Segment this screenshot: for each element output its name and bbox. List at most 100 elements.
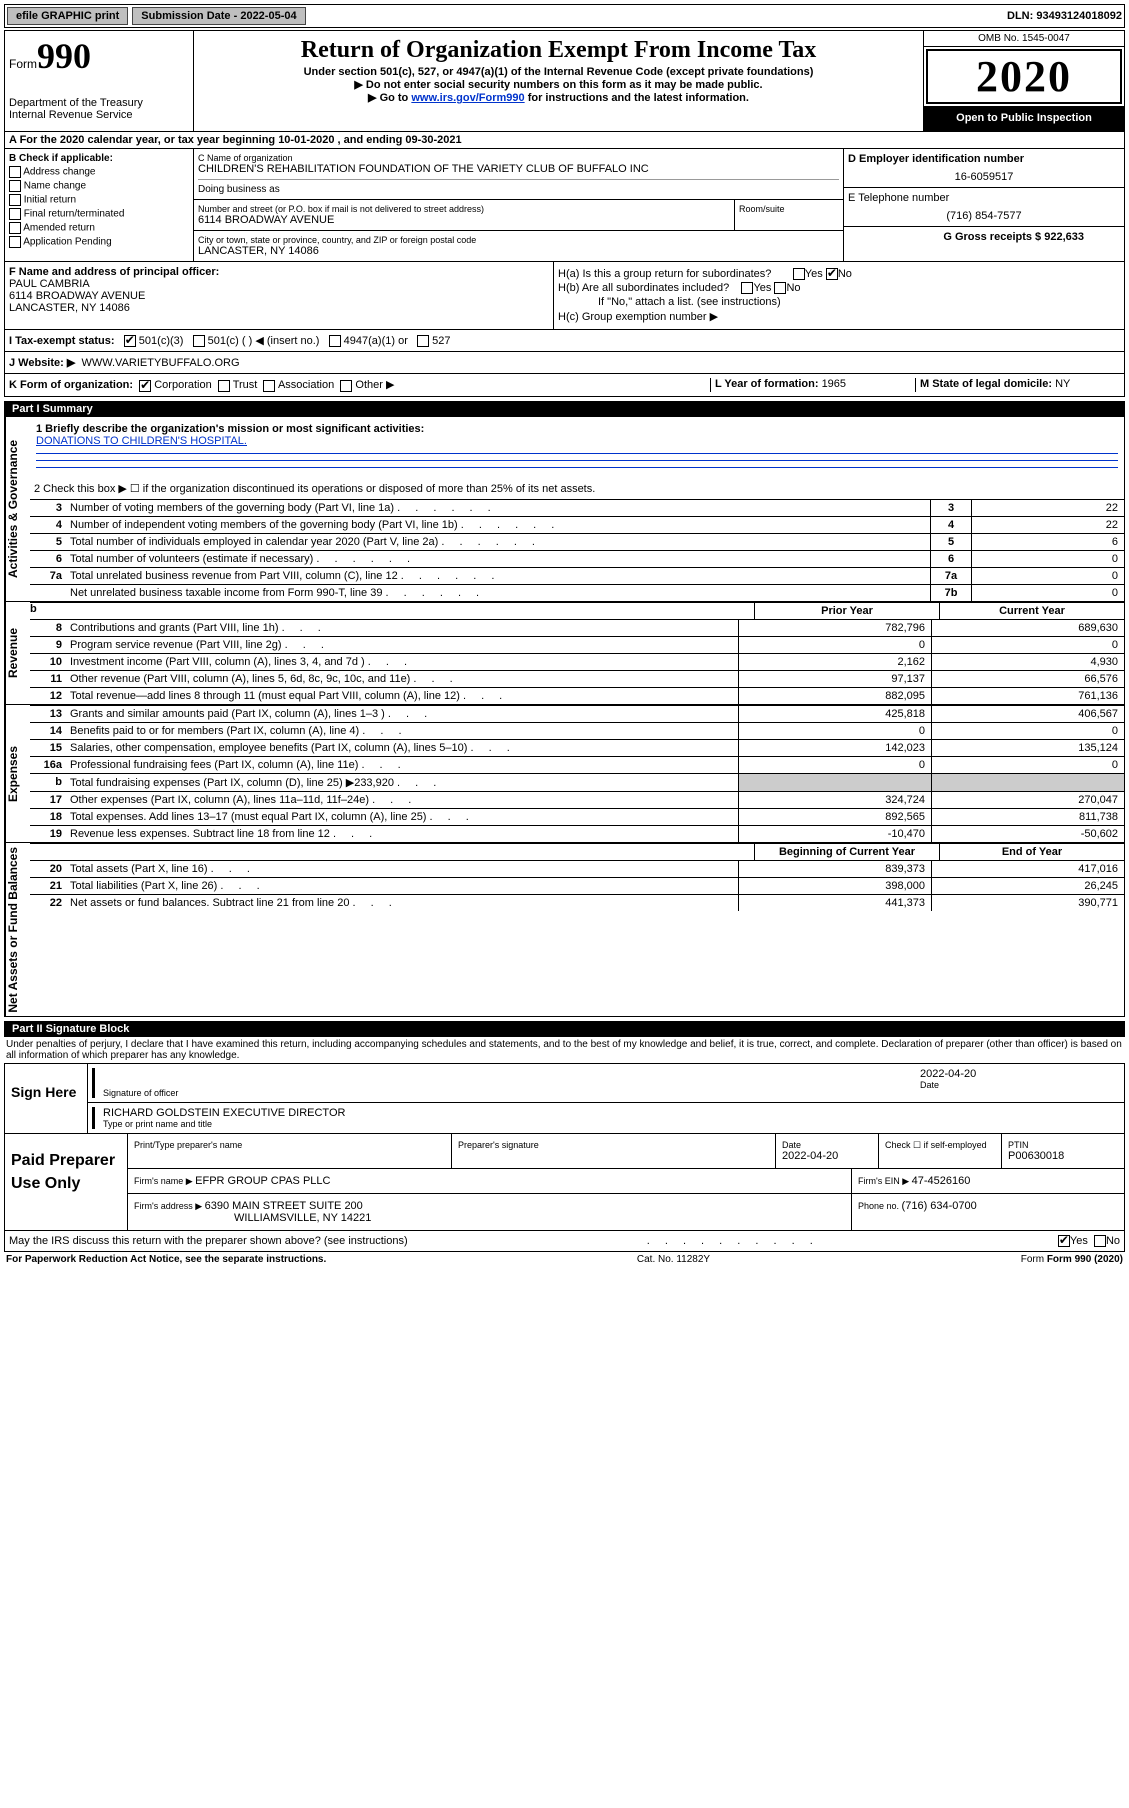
dln-label: DLN: bbox=[1007, 10, 1036, 22]
net-row-1: 21Total liabilities (Part X, line 26) . … bbox=[30, 877, 1124, 894]
gov-v-4: 0 bbox=[971, 568, 1124, 584]
rev-c-2: 4,930 bbox=[931, 654, 1124, 670]
501c3-checkbox[interactable] bbox=[124, 335, 136, 347]
k-state: M State of legal domicile: NY bbox=[915, 378, 1120, 391]
rev-n-2: 10 bbox=[30, 654, 66, 670]
discuss-no-checkbox[interactable] bbox=[1094, 1235, 1106, 1247]
subtitle-2: ▶ Do not enter social security numbers o… bbox=[198, 78, 919, 91]
sig-row-2: RICHARD GOLDSTEIN EXECUTIVE DIRECTOR Typ… bbox=[88, 1103, 1124, 1133]
assoc-checkbox[interactable] bbox=[263, 380, 275, 392]
gov-c-1: 4 bbox=[930, 517, 971, 533]
paid-preparer-block: Paid Preparer Use Only Print/Type prepar… bbox=[4, 1134, 1125, 1231]
revenue-section: Revenue b Prior Year Current Year 8Contr… bbox=[4, 602, 1125, 705]
city-label: City or town, state or province, country… bbox=[198, 235, 839, 245]
exp-c-7: -50,602 bbox=[931, 826, 1124, 842]
sig-date: 2022-04-20 bbox=[920, 1068, 1120, 1080]
section-f: F Name and address of principal officer:… bbox=[5, 262, 554, 329]
street-cell: Number and street (or P.O. box if mail i… bbox=[194, 200, 735, 231]
h-c: H(c) Group exemption number ▶ bbox=[558, 310, 1120, 323]
form990-link[interactable]: www.irs.gov/Form990 bbox=[411, 92, 524, 104]
side-netassets: Net Assets or Fund Balances bbox=[5, 843, 30, 1017]
ha-text: H(a) Is this a group return for subordin… bbox=[558, 268, 771, 280]
tax-status-row: I Tax-exempt status: 501(c)(3) 501(c) ( … bbox=[5, 329, 1124, 351]
rev-header: b Prior Year Current Year bbox=[30, 602, 1124, 619]
opt-501c: 501(c) ( ) ◀ (insert no.) bbox=[208, 335, 320, 347]
ptin-value: P00630018 bbox=[1008, 1150, 1118, 1162]
exp-row-2: 15Salaries, other compensation, employee… bbox=[30, 739, 1124, 756]
website-label: J Website: ▶ bbox=[9, 357, 75, 369]
ein-label: D Employer identification number bbox=[848, 153, 1024, 165]
gov-n-4: 7a bbox=[30, 568, 66, 584]
501c-checkbox[interactable] bbox=[193, 335, 205, 347]
exp-row-1: 14Benefits paid to or for members (Part … bbox=[30, 722, 1124, 739]
city-cell: City or town, state or province, country… bbox=[194, 231, 843, 261]
gov-row-2: 5Total number of individuals employed in… bbox=[30, 533, 1124, 550]
tax-status-label: I Tax-exempt status: bbox=[9, 335, 115, 347]
efile-badge: efile GRAPHIC print bbox=[7, 7, 128, 25]
other-checkbox[interactable] bbox=[340, 380, 352, 392]
section-h: H(a) Is this a group return for subordin… bbox=[554, 262, 1124, 329]
header-mid: Return of Organization Exempt From Incom… bbox=[194, 31, 924, 131]
net-p-0: 839,373 bbox=[738, 861, 931, 877]
exp-n-2: 15 bbox=[30, 740, 66, 756]
exp-row-0: 13Grants and similar amounts paid (Part … bbox=[30, 705, 1124, 722]
gov-v-0: 22 bbox=[971, 500, 1124, 516]
paid-body: Print/Type preparer's name Preparer's si… bbox=[128, 1134, 1124, 1230]
website-value: WWW.VARIETYBUFFALO.ORG bbox=[81, 357, 239, 369]
exp-c-0: 406,567 bbox=[931, 706, 1124, 722]
net-row-0: 20Total assets (Part X, line 16) . . .83… bbox=[30, 860, 1124, 877]
opt-527: 527 bbox=[432, 335, 450, 347]
part2-bar: Part II Signature Block bbox=[4, 1021, 1125, 1037]
rev-t-0: Contributions and grants (Part VIII, lin… bbox=[66, 620, 738, 636]
h-b: H(b) Are all subordinates included? Yes … bbox=[558, 282, 1120, 294]
gov-t-2: Total number of individuals employed in … bbox=[66, 534, 930, 550]
firm-label: Firm's name ▶ bbox=[134, 1176, 195, 1186]
hb-no-checkbox[interactable] bbox=[774, 282, 786, 294]
org-name-block: C Name of organization CHILDREN'S REHABI… bbox=[194, 149, 843, 200]
net-t-2: Net assets or fund balances. Subtract li… bbox=[66, 895, 738, 911]
exp-n-3: 16a bbox=[30, 757, 66, 773]
b-checkbox-2[interactable] bbox=[9, 194, 21, 206]
top-bar: efile GRAPHIC print Submission Date - 20… bbox=[4, 4, 1125, 28]
corp-checkbox[interactable] bbox=[139, 380, 151, 392]
name-label: C Name of organization bbox=[198, 153, 839, 163]
dept-treasury: Department of the Treasury Internal Reve… bbox=[9, 97, 189, 121]
discuss-yes-checkbox[interactable] bbox=[1058, 1235, 1070, 1247]
m-label: M State of legal domicile: bbox=[920, 378, 1055, 390]
opt-corp: Corporation bbox=[154, 379, 211, 391]
b-item-1: Name change bbox=[9, 180, 189, 192]
527-checkbox[interactable] bbox=[417, 335, 429, 347]
form-no: 990 bbox=[37, 36, 91, 76]
firm-ein-label: Firm's EIN ▶ bbox=[858, 1176, 912, 1186]
governance-section: Activities & Governance 1 Briefly descri… bbox=[4, 417, 1125, 602]
prep-date-label: Date bbox=[782, 1140, 872, 1150]
prep-date: 2022-04-20 bbox=[782, 1150, 872, 1162]
b-checkbox-0[interactable] bbox=[9, 166, 21, 178]
trust-checkbox[interactable] bbox=[218, 380, 230, 392]
l-value: 1965 bbox=[822, 378, 846, 390]
hb-yes-checkbox[interactable] bbox=[741, 282, 753, 294]
b-checkbox-4[interactable] bbox=[9, 222, 21, 234]
exp-p-3: 0 bbox=[738, 757, 931, 773]
ha-yes-checkbox[interactable] bbox=[793, 268, 805, 280]
b-checkbox-5[interactable] bbox=[9, 236, 21, 248]
ein-value: 16-6059517 bbox=[848, 171, 1120, 183]
gov-c-4: 7a bbox=[930, 568, 971, 584]
ha-no-checkbox[interactable] bbox=[826, 268, 838, 280]
officer-label: F Name and address of principal officer: bbox=[9, 266, 219, 278]
mission-text[interactable]: DONATIONS TO CHILDREN'S HOSPITAL. bbox=[36, 435, 247, 447]
section-g: G Gross receipts $ 922,633 bbox=[844, 227, 1124, 247]
b-checkbox-1[interactable] bbox=[9, 180, 21, 192]
prep-name-label: Print/Type preparer's name bbox=[134, 1140, 445, 1150]
street-value: 6114 BROADWAY AVENUE bbox=[198, 214, 730, 226]
b-checkbox-3[interactable] bbox=[9, 208, 21, 220]
exp-p-2: 142,023 bbox=[738, 740, 931, 756]
discuss-text: May the IRS discuss this return with the… bbox=[9, 1235, 408, 1247]
exp-c-5: 270,047 bbox=[931, 792, 1124, 808]
rev-n-0: 8 bbox=[30, 620, 66, 636]
room-label: Room/suite bbox=[739, 204, 839, 214]
exp-row-4: bTotal fundraising expenses (Part IX, co… bbox=[30, 773, 1124, 791]
l-label: L Year of formation: bbox=[715, 378, 822, 390]
exp-body: 13Grants and similar amounts paid (Part … bbox=[30, 705, 1124, 842]
4947-checkbox[interactable] bbox=[329, 335, 341, 347]
